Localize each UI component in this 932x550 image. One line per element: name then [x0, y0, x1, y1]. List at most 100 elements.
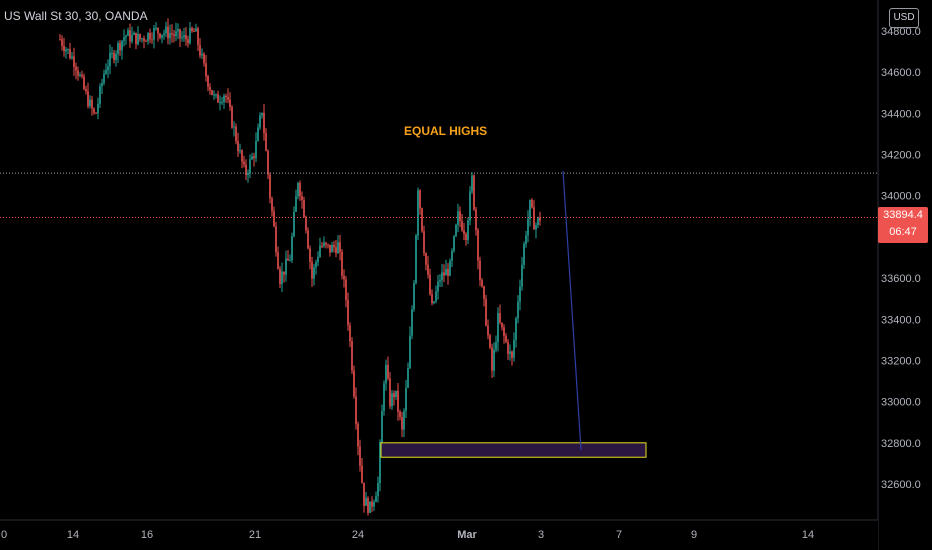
time-tick-label: Mar [457, 529, 477, 541]
candle-body [509, 351, 511, 354]
candle-body [101, 82, 103, 87]
candle-body [121, 40, 123, 51]
candle-body [113, 52, 115, 61]
candle-body [89, 99, 91, 107]
candle-body [211, 90, 213, 95]
candle-body [521, 264, 523, 287]
time-axis[interactable]: 0 14 16 21 24 Mar 3 7 9 14 [0, 519, 878, 550]
candle-body [535, 225, 537, 230]
candle-body [241, 150, 243, 162]
candle-body [405, 387, 407, 412]
candle-body [311, 261, 313, 279]
candle-body [105, 70, 107, 74]
candle-body [119, 43, 121, 51]
candle-body [225, 95, 227, 98]
candle-body [529, 199, 531, 219]
time-tick-label: 21 [249, 529, 261, 541]
candle-body [403, 411, 405, 430]
candle-body [163, 33, 165, 35]
candle-body [411, 309, 413, 336]
candle-body [443, 272, 445, 276]
candle-body [493, 349, 495, 371]
candle-body [395, 390, 397, 398]
candle-body [167, 26, 169, 39]
candle-body [305, 216, 307, 231]
candle-body [375, 496, 377, 502]
candle-body [247, 173, 249, 176]
candle-body [161, 34, 163, 38]
candle-body [415, 235, 417, 284]
candle-body [277, 252, 279, 269]
candle-body [527, 218, 529, 236]
candle-body [117, 43, 119, 55]
candle-body [491, 347, 493, 371]
candlesticks [59, 18, 541, 516]
candle-body [253, 156, 255, 159]
candle-body [293, 211, 295, 237]
candle-body [489, 335, 491, 348]
candle-body [485, 298, 487, 326]
candle-body [515, 318, 517, 340]
candle-body [357, 423, 359, 447]
currency-button[interactable]: USD [889, 8, 919, 28]
candle-body [387, 364, 389, 379]
candle-body [183, 35, 185, 38]
candle-body [435, 291, 437, 302]
candle-body [369, 501, 371, 513]
candle-body [367, 497, 369, 513]
candle-body [371, 501, 373, 507]
candle-body [351, 341, 353, 371]
candle-body [505, 335, 507, 342]
candle-body [219, 102, 221, 104]
candle-body [457, 211, 459, 225]
candle-body [417, 190, 419, 236]
candle-body [431, 294, 433, 304]
candle-body [297, 182, 299, 197]
price-tick-label: 33400.0 [881, 314, 921, 326]
candle-body [537, 217, 539, 226]
time-tick-label: 9 [691, 529, 697, 541]
candle-body [59, 39, 61, 41]
candle-body [503, 327, 505, 336]
candle-body [397, 390, 399, 412]
candle-body [383, 383, 385, 412]
candle-body [201, 53, 203, 56]
time-tick-label: 14 [802, 529, 814, 541]
candle-body [111, 52, 113, 54]
candle-body [71, 56, 73, 59]
candle-body [99, 86, 101, 104]
candle-body [75, 66, 77, 71]
candle-body [245, 164, 247, 176]
candle-body [477, 230, 479, 261]
candle-body [229, 99, 231, 107]
candle-body [441, 272, 443, 281]
candle-body [271, 198, 273, 212]
candle-body [319, 245, 321, 257]
candle-body [511, 351, 513, 358]
candle-body [501, 322, 503, 328]
candle-body [231, 106, 233, 128]
candle-body [255, 140, 257, 159]
candle-body [295, 196, 297, 212]
candle-body [497, 313, 499, 343]
price-axis[interactable]: 32600.0 32800.0 33000.0 33200.0 33400.0 33600… [877, 0, 932, 550]
candle-body [61, 39, 63, 46]
candle-body [343, 275, 345, 280]
time-tick-label: 3 [538, 529, 544, 541]
candle-body [145, 40, 147, 42]
candle-body [301, 196, 303, 200]
candle-body [207, 76, 209, 87]
candle-body [109, 53, 111, 67]
last-price-value: 33894.4 [883, 209, 923, 222]
candle-body [141, 38, 143, 40]
candle-body [67, 49, 69, 51]
candle-body [179, 29, 181, 39]
candle-body [461, 220, 463, 231]
candle-body [323, 242, 325, 247]
candle-body [139, 33, 141, 40]
candle-body [539, 217, 541, 221]
candle-body [307, 230, 309, 249]
candle-body [439, 280, 441, 282]
time-tick-label: 14 [67, 529, 79, 541]
